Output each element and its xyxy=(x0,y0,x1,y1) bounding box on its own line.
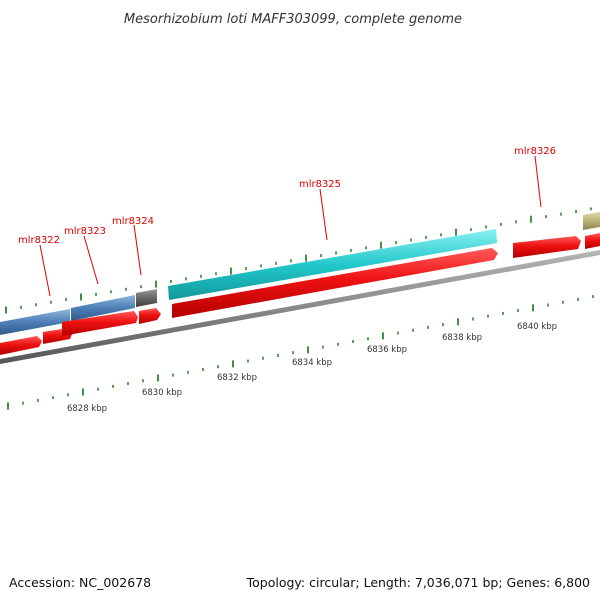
cds-arrow-mlr8326[interactable] xyxy=(513,236,581,258)
gene-label-mlr8323[interactable]: mlr8323 xyxy=(64,226,106,237)
map-title: Mesorhizobium loti MAFF303099, complete … xyxy=(124,12,462,27)
gene-label-mlr8325[interactable]: mlr8325 xyxy=(299,179,341,190)
gene-block-mlr8324[interactable] xyxy=(136,289,157,307)
scale-label-6840: 6840 kbp xyxy=(517,322,557,332)
scale-label-6834: 6834 kbp xyxy=(292,358,332,368)
leader-line-mlr8325 xyxy=(319,188,328,241)
cds-arrow-mlr8322[interactable] xyxy=(0,336,42,355)
gene-block-mlr8326[interactable] xyxy=(583,212,600,230)
cds-arrow-mlr8323b[interactable] xyxy=(62,311,138,336)
scale-label-6836: 6836 kbp xyxy=(367,345,407,355)
leader-line-mlr8326 xyxy=(534,155,542,208)
leader-line-mlr8322 xyxy=(39,244,51,297)
gene-block-mlr8323[interactable] xyxy=(71,295,135,321)
gene-label-mlr8324[interactable]: mlr8324 xyxy=(112,216,154,227)
leader-line-mlr8323 xyxy=(83,235,99,285)
genome-summary-text: Topology: circular; Length: 7,036,071 bp… xyxy=(246,575,590,590)
leader-line-mlr8324 xyxy=(133,224,142,276)
gene-label-mlr8322[interactable]: mlr8322 xyxy=(18,235,60,246)
scale-tick-row xyxy=(7,295,594,410)
gene-block-mlr8325[interactable] xyxy=(168,229,497,300)
cds-arrow-mlr8325[interactable] xyxy=(172,248,498,318)
scale-label-6832: 6832 kbp xyxy=(217,373,257,383)
scale-label-6828: 6828 kbp xyxy=(67,404,107,414)
gene-block-mlr8322[interactable] xyxy=(0,309,70,335)
cds-arrow-next[interactable] xyxy=(585,233,600,249)
gene-label-mlr8326[interactable]: mlr8326 xyxy=(514,146,556,157)
scale-label-6830: 6830 kbp xyxy=(142,388,182,398)
genome-backbone xyxy=(0,250,600,364)
scale-label-6838: 6838 kbp xyxy=(442,333,482,343)
outer-tick-row xyxy=(5,207,592,314)
cds-arrow-mlr8324[interactable] xyxy=(139,308,161,324)
accession-text: Accession: NC_002678 xyxy=(9,575,151,590)
